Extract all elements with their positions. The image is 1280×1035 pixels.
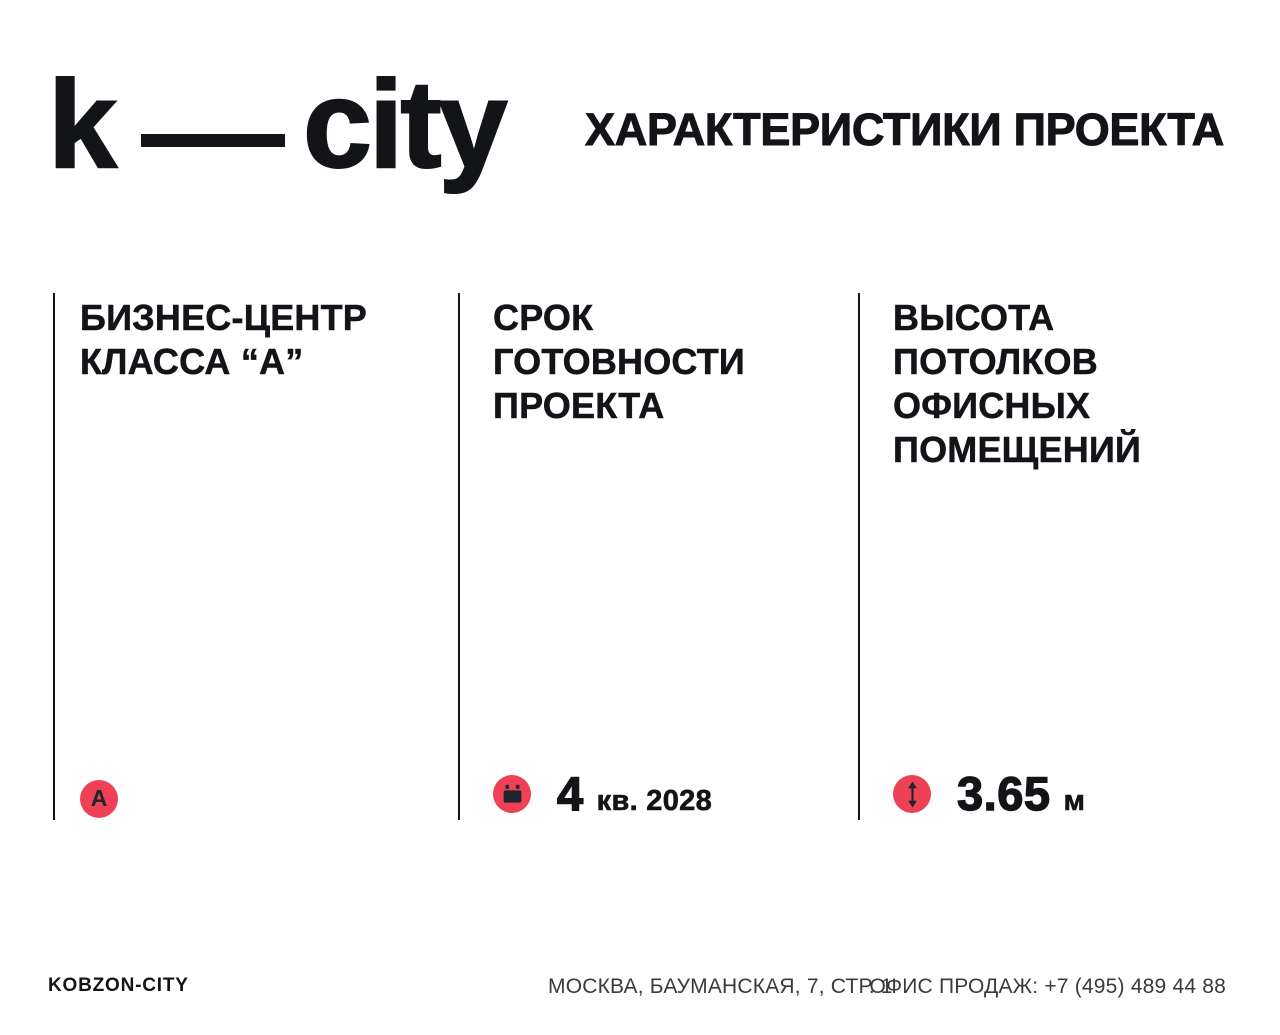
class-a-letter: А [90, 784, 108, 811]
completion-unit: кв. 2028 [596, 785, 713, 818]
ceiling-height-number: 3.65 [956, 767, 1051, 820]
logo-letter-k: k [47, 56, 118, 194]
height-arrows-icon [893, 775, 931, 813]
ceiling-value: 3.65 м [956, 767, 1086, 820]
ceiling-height-unit: м [1063, 785, 1086, 818]
footer-sales-phone: ОФИС ПРОДАЖ: +7 (495) 489 44 88 [869, 975, 1226, 998]
completion-value: 4 кв. 2028 [556, 767, 713, 820]
feature-ceiling-height: ВЫСОТА ПОТОЛКОВ ОФИСНЫХ ПОМЕЩЕНИЙ 3.65 м [858, 293, 1244, 820]
feature-heading-class-a: БИЗНЕС-ЦЕНТР КЛАССА “А” [80, 297, 368, 383]
logo-word-city: city [302, 56, 509, 194]
feature-heading-completion: СРОК ГОТОВНОСТИ ПРОЕКТА [493, 297, 745, 427]
feature-value-row: 4 кв. 2028 [493, 767, 839, 820]
class-a-badge-icon: А [80, 780, 118, 818]
feature-value-row: А [80, 780, 439, 818]
logo-dash [140, 134, 285, 147]
calendar-icon [493, 775, 531, 813]
feature-heading-ceiling: ВЫСОТА ПОТОЛКОВ ОФИСНЫХ ПОМЕЩЕНИЙ [893, 297, 1142, 471]
footer-brand: KOBZON-CITY [48, 975, 189, 996]
completion-quarter: 4 [556, 767, 584, 820]
k-city-logo: k city [47, 56, 509, 194]
feature-class-a: БИЗНЕС-ЦЕНТР КЛАССА “А” А [53, 293, 439, 820]
footer-address: МОСКВА, БАУМАНСКАЯ, 7, СТР. 1 [548, 975, 893, 998]
page-title: ХАРАКТЕРИСТИКИ ПРОЕКТА [585, 104, 1225, 155]
feature-completion-date: СРОК ГОТОВНОСТИ ПРОЕКТА 4 кв. 2028 [458, 293, 839, 820]
feature-value-row: 3.65 м [893, 767, 1244, 820]
